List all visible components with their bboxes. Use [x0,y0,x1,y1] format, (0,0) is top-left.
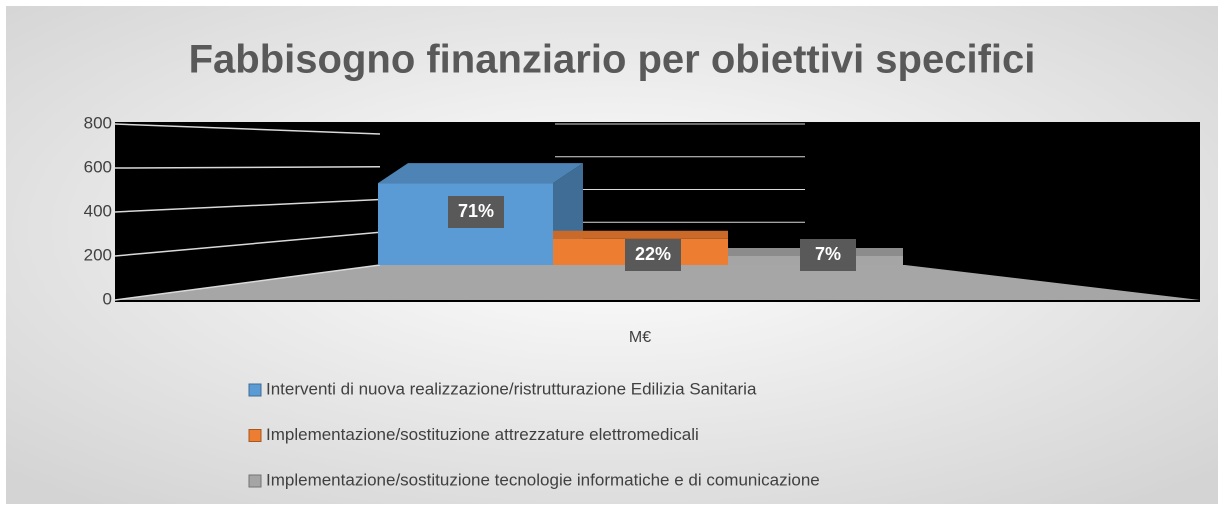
grid-line [114,198,381,213]
y-tick-label: 200 [84,245,112,264]
data-label-box [448,196,504,228]
legend-label: Implementazione/sostituzione tecnologie … [266,470,820,489]
y-tick-label: 0 [103,289,112,308]
bar-top [553,230,728,239]
grid-line [114,166,381,169]
data-label: 7% [815,244,841,264]
y-tick-label: 600 [84,157,112,176]
data-label: 71% [458,201,494,221]
legend-label: Implementazione/sostituzione attrezzatur… [266,425,699,444]
y-tick-label: 400 [84,201,112,220]
legend-swatch [248,429,262,442]
grid-line [114,264,381,301]
legend-swatch [248,383,262,397]
grid-line [114,231,381,257]
data-label-box [800,239,856,271]
grid-line [114,123,381,135]
chart-title: Fabbisogno finanziario per obiettivi spe… [189,38,1036,82]
legend-swatch [248,474,262,488]
y-tick-label: 800 [84,113,112,132]
legend-label: Interventi di nuova realizzazione/ristru… [266,379,757,398]
floor [115,265,1200,300]
data-label-box [625,239,681,271]
x-tick-label: M€ [629,329,651,346]
data-label: 22% [635,244,671,264]
bar-top [378,163,583,184]
